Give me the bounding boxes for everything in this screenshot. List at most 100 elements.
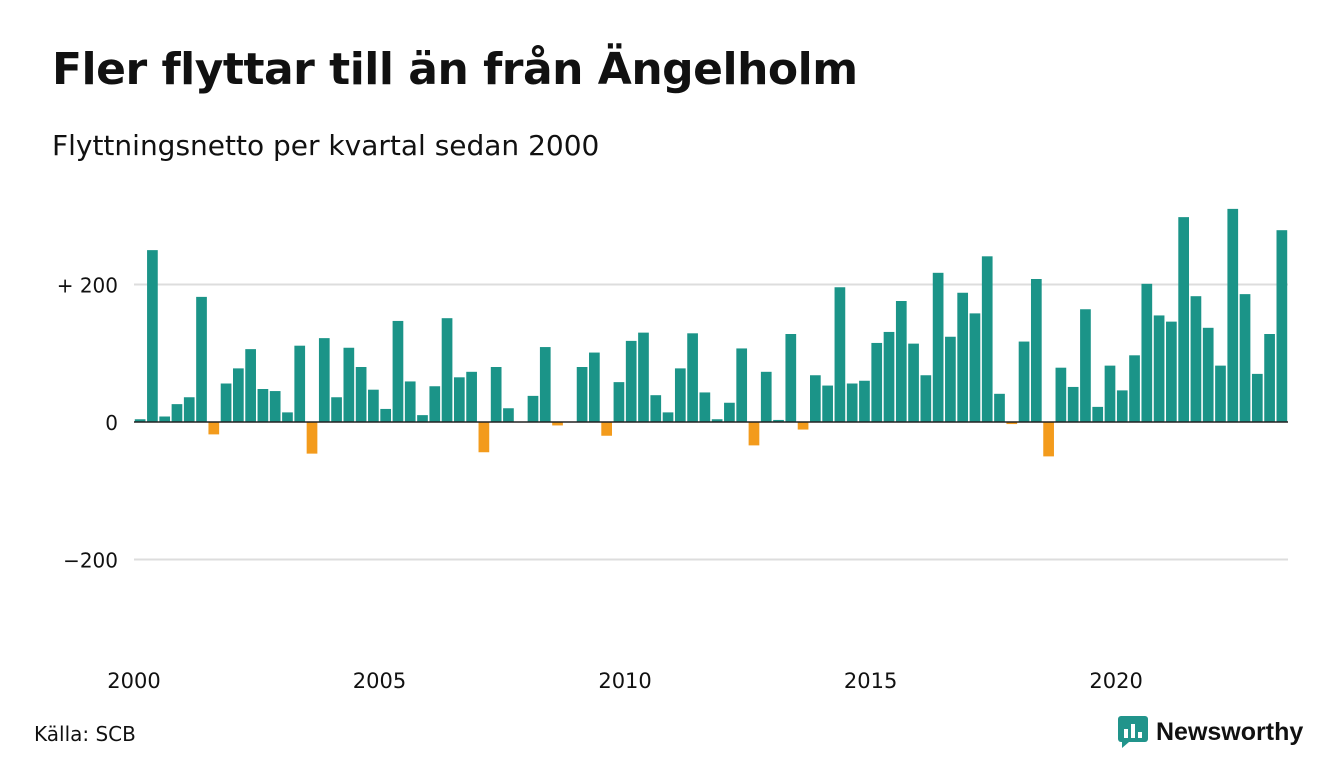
bar <box>920 375 932 422</box>
bar <box>810 375 821 422</box>
bar <box>895 301 907 422</box>
bars <box>134 208 1288 457</box>
bar <box>318 338 330 423</box>
bar <box>355 367 367 422</box>
x-tick-label: 2000 <box>107 669 160 693</box>
x-tick-label: 2010 <box>598 669 651 693</box>
bar <box>527 395 539 423</box>
bar <box>392 320 404 422</box>
bar <box>306 422 318 454</box>
bar <box>969 313 981 423</box>
bar <box>1251 373 1263 423</box>
bar <box>257 389 269 422</box>
bar <box>1116 390 1128 423</box>
bar <box>453 377 465 422</box>
bar <box>294 345 306 422</box>
bar <box>134 419 146 422</box>
bar <box>1055 367 1067 422</box>
bar <box>380 408 392 422</box>
bar <box>245 349 256 423</box>
bar <box>994 393 1005 422</box>
bar <box>1092 406 1104 423</box>
brand-logo[interactable]: Newsworthy <box>1118 712 1303 752</box>
chart-subtitle: Flyttningsnetto per kvartal sedan 2000 <box>52 129 600 162</box>
x-tick-label: 2005 <box>353 669 406 693</box>
bar <box>1043 422 1054 457</box>
bar <box>1178 217 1189 423</box>
bar <box>945 336 956 422</box>
bar <box>441 318 453 422</box>
bar <box>1080 309 1091 422</box>
bar <box>1166 321 1177 423</box>
bar <box>1018 341 1030 422</box>
bar <box>957 292 969 422</box>
bar <box>159 416 171 422</box>
bar <box>1227 208 1239 423</box>
bar <box>846 383 858 422</box>
bar <box>736 348 748 422</box>
bar <box>1030 279 1042 422</box>
bar <box>601 422 612 436</box>
bar <box>699 392 711 422</box>
bar <box>404 381 416 422</box>
bar <box>711 419 723 422</box>
source-note: Källa: SCB <box>34 722 136 746</box>
bar <box>552 422 563 426</box>
bar <box>908 343 919 423</box>
bar <box>625 340 637 423</box>
bar <box>797 422 809 430</box>
bar <box>932 272 944 422</box>
bar <box>368 389 379 422</box>
bar <box>822 385 833 422</box>
bar <box>1264 334 1275 422</box>
bar <box>503 408 514 422</box>
bar <box>233 368 244 423</box>
bar <box>343 347 355 422</box>
bar <box>589 352 600 422</box>
bar <box>183 397 195 422</box>
bar <box>650 395 662 422</box>
bar <box>269 391 281 422</box>
bar <box>1153 315 1165 422</box>
bar <box>1067 386 1079 422</box>
bar <box>638 332 649 423</box>
bar <box>171 404 183 423</box>
bar <box>539 347 551 422</box>
x-tick-label: 2015 <box>844 669 897 693</box>
bar <box>220 383 232 422</box>
bar <box>662 412 674 423</box>
bar <box>1202 327 1214 422</box>
bar <box>1129 355 1140 422</box>
newsworthy-logo-icon <box>1118 716 1148 748</box>
bar <box>748 422 760 446</box>
bar <box>576 367 588 422</box>
bar <box>466 371 477 422</box>
y-tick-label: −200 <box>63 549 118 573</box>
bar <box>196 296 207 423</box>
bar <box>429 386 441 422</box>
gridlines <box>134 283 1288 561</box>
axes: + 200 0 −200 2000 2005 2010 2015 2020 <box>57 274 1288 693</box>
bar <box>674 368 686 423</box>
bar <box>1190 296 1202 422</box>
brand-name: Newsworthy <box>1156 718 1304 746</box>
bar <box>1215 365 1226 423</box>
bar <box>613 382 625 423</box>
bar <box>981 256 993 422</box>
bar <box>1141 283 1153 422</box>
bar <box>490 367 502 422</box>
y-tick-label: + 200 <box>57 274 118 298</box>
bar <box>859 380 870 422</box>
bar <box>1006 422 1018 425</box>
bar <box>1104 365 1116 423</box>
bar <box>208 422 220 435</box>
bar <box>478 422 490 453</box>
chart-title: Fler flyttar till än från Ängelholm <box>52 44 858 95</box>
y-tick-label: 0 <box>105 411 118 435</box>
bar <box>1276 230 1288 422</box>
bar <box>834 287 846 422</box>
bar <box>687 333 698 422</box>
bar <box>147 250 158 423</box>
bar <box>883 331 895 422</box>
